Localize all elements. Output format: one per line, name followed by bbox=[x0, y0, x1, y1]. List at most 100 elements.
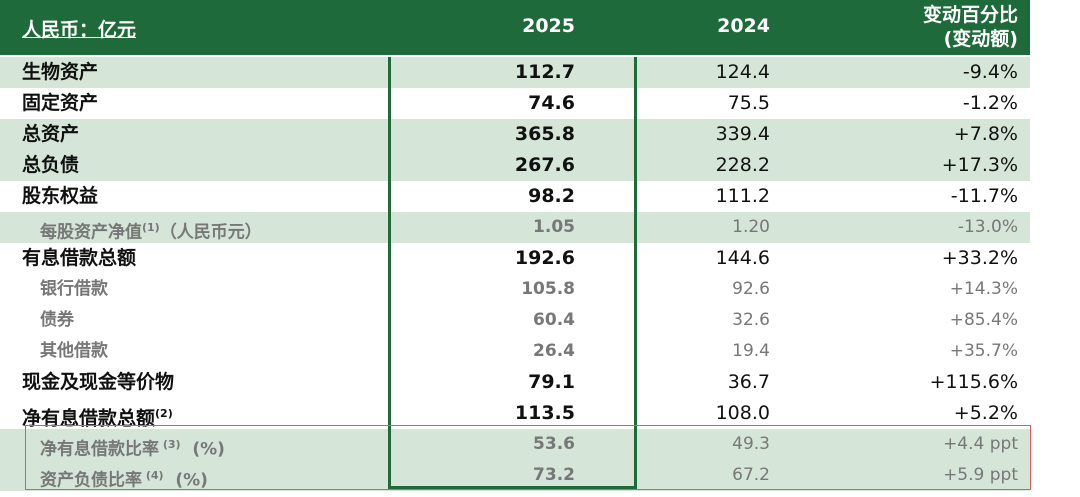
row: 现金及现金等价物 79.1 36.7 +115.6% bbox=[0, 367, 1030, 398]
change: +85.4% bbox=[949, 310, 1018, 330]
row-label: 债券 bbox=[40, 305, 74, 336]
row-label: 每股资产净值(1)（人民币元） bbox=[40, 212, 262, 249]
row: 银行借款 105.8 92.6 +14.3% bbox=[0, 274, 1030, 305]
value-2024: 108.0 bbox=[715, 402, 770, 424]
value-2025: 98.2 bbox=[528, 185, 575, 207]
label-text: 银行借款 bbox=[40, 279, 108, 299]
value-2024: 111.2 bbox=[715, 185, 770, 207]
highlight-ratios bbox=[25, 425, 1031, 490]
highlight-2025 bbox=[388, 57, 637, 489]
change: -1.2% bbox=[962, 92, 1018, 114]
label-suffix: (%) bbox=[180, 439, 225, 460]
change: +35.7% bbox=[949, 341, 1018, 361]
value-2024: 36.7 bbox=[727, 371, 770, 393]
label-text: 资产负债比率 bbox=[40, 470, 142, 491]
col-change: 变动百分比 (变动额) bbox=[850, 3, 1018, 51]
value-2025: 112.7 bbox=[514, 61, 575, 83]
value-2024: 75.5 bbox=[727, 92, 770, 114]
label-text: 其他借款 bbox=[40, 341, 108, 361]
row: 股东权益 98.2 111.2 -11.7% bbox=[0, 181, 1030, 212]
label-text: 净有息借款总额 bbox=[22, 407, 156, 430]
value-2025: 60.4 bbox=[533, 310, 575, 330]
col-change-1: 变动百分比 bbox=[922, 4, 1018, 26]
row: 净有息借款总额(2) 113.5 108.0 +5.2% bbox=[0, 398, 1030, 429]
label-text: 总负债 bbox=[22, 154, 80, 176]
label-text: 现金及现金等价物 bbox=[22, 371, 175, 393]
label-suffix: (%) bbox=[163, 470, 208, 491]
value-2025: 79.1 bbox=[528, 371, 575, 393]
row-label: 其他借款 bbox=[40, 336, 108, 367]
row-label: 现金及现金等价物 bbox=[22, 367, 174, 398]
row: 总负债 267.6 228.2 +17.3% bbox=[0, 150, 1030, 181]
value-2025: 365.8 bbox=[514, 123, 575, 145]
label-suffix: （人民币元） bbox=[159, 222, 262, 243]
value-2024: 124.4 bbox=[715, 61, 770, 83]
label-text: 净有息借款比率 bbox=[40, 439, 159, 460]
col-2025: 2025 bbox=[522, 15, 575, 37]
row-label: 净有息借款总额(2) bbox=[22, 398, 173, 434]
change: +115.6% bbox=[929, 371, 1018, 393]
row: 生物资产 112.7 124.4 -9.4% bbox=[0, 57, 1030, 88]
value-2024: 32.6 bbox=[732, 310, 770, 330]
row-label: 银行借款 bbox=[40, 274, 108, 305]
col-change-2: (变动额) bbox=[943, 28, 1018, 50]
row: 总资产 365.8 339.4 +7.8% bbox=[0, 119, 1030, 150]
value-2025: 26.4 bbox=[533, 341, 575, 361]
value-2025: 192.6 bbox=[514, 247, 575, 269]
change: -13.0% bbox=[957, 217, 1018, 237]
value-2025: 74.6 bbox=[528, 92, 575, 114]
row-label: 生物资产 bbox=[22, 57, 98, 88]
label-text: 债券 bbox=[40, 310, 74, 330]
change: +4.4 ppt bbox=[943, 434, 1018, 454]
value-2024: 144.6 bbox=[715, 247, 770, 269]
row-label: 净有息借款比率 (3) (%) bbox=[40, 429, 225, 466]
unit: 人民币：亿元 bbox=[22, 19, 137, 41]
value-2025: 1.05 bbox=[533, 217, 575, 237]
value-2025: 53.6 bbox=[533, 434, 575, 454]
footnote: (1) bbox=[142, 221, 160, 234]
row: 资产负债比率 (4) (%) 73.2 67.2 +5.9 ppt bbox=[0, 460, 1030, 491]
value-2024: 67.2 bbox=[732, 465, 770, 485]
change: +5.9 ppt bbox=[943, 465, 1018, 485]
row: 每股资产净值(1)（人民币元） 1.05 1.20 -13.0% bbox=[0, 212, 1030, 243]
row-label: 有息借款总额 bbox=[22, 243, 136, 274]
row: 固定资产 74.6 75.5 -1.2% bbox=[0, 88, 1030, 119]
change: -11.7% bbox=[950, 185, 1018, 207]
footnote: (4) bbox=[142, 469, 164, 482]
row-label: 股东权益 bbox=[22, 181, 98, 212]
value-2025: 73.2 bbox=[533, 465, 575, 485]
label-text: 有息借款总额 bbox=[22, 247, 137, 269]
footnote: (2) bbox=[155, 407, 173, 420]
value-2024: 19.4 bbox=[732, 341, 770, 361]
change: +17.3% bbox=[941, 154, 1018, 176]
change: +5.2% bbox=[953, 402, 1018, 424]
value-2024: 339.4 bbox=[715, 123, 770, 145]
label-text: 每股资产净值 bbox=[40, 222, 142, 243]
label-text: 股东权益 bbox=[22, 185, 99, 207]
change: +7.8% bbox=[953, 123, 1018, 145]
value-2024: 1.20 bbox=[732, 217, 770, 237]
footnote: (3) bbox=[159, 438, 181, 451]
row-label: 总资产 bbox=[22, 119, 79, 150]
value-2025: 105.8 bbox=[521, 279, 575, 299]
row: 有息借款总额 192.6 144.6 +33.2% bbox=[0, 243, 1030, 274]
change: -9.4% bbox=[962, 61, 1018, 83]
change: +14.3% bbox=[949, 279, 1018, 299]
value-2024: 92.6 bbox=[732, 279, 770, 299]
value-2025: 113.5 bbox=[514, 402, 575, 424]
row: 净有息借款比率 (3) (%) 53.6 49.3 +4.4 ppt bbox=[0, 429, 1030, 460]
label-text: 固定资产 bbox=[22, 92, 99, 114]
row-label: 总负债 bbox=[22, 150, 79, 181]
row: 其他借款 26.4 19.4 +35.7% bbox=[0, 336, 1030, 367]
rows: 生物资产 112.7 124.4 -9.4% 固定资产 74.6 75.5 -1.2% 总资产 3… bbox=[0, 57, 1030, 491]
change: +33.2% bbox=[941, 247, 1018, 269]
col-2024: 2024 bbox=[717, 15, 770, 37]
label-text: 总资产 bbox=[22, 123, 80, 145]
label-text: 生物资产 bbox=[22, 61, 99, 83]
row: 债券 60.4 32.6 +85.4% bbox=[0, 305, 1030, 336]
row-label: 资产负债比率 (4) (%) bbox=[40, 460, 208, 497]
value-2024: 228.2 bbox=[715, 154, 770, 176]
value-2024: 49.3 bbox=[732, 434, 770, 454]
value-2025: 267.6 bbox=[514, 154, 575, 176]
